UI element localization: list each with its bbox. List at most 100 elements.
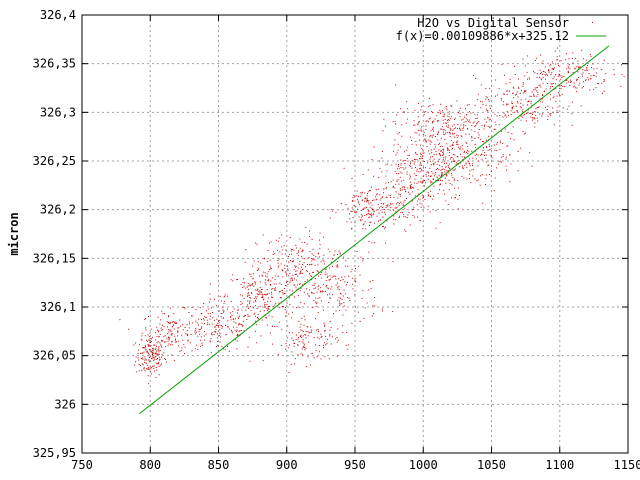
data-point xyxy=(368,210,369,212)
data-point xyxy=(305,347,307,349)
data-point xyxy=(544,90,546,92)
data-point xyxy=(556,59,558,61)
data-point xyxy=(488,135,490,137)
data-point xyxy=(306,270,308,272)
data-point xyxy=(430,182,432,184)
data-point xyxy=(364,214,366,216)
data-point xyxy=(556,47,558,49)
data-point xyxy=(407,146,409,148)
data-point xyxy=(493,190,495,192)
data-point xyxy=(293,284,295,286)
data-point xyxy=(351,178,353,179)
data-point xyxy=(435,210,437,212)
data-point xyxy=(151,367,153,369)
data-point xyxy=(601,69,603,70)
data-point xyxy=(431,152,433,154)
data-point xyxy=(520,119,522,121)
data-point xyxy=(491,157,493,159)
data-point xyxy=(545,78,546,80)
data-point xyxy=(256,296,258,298)
data-point xyxy=(439,154,441,156)
data-point xyxy=(457,128,459,130)
data-point xyxy=(340,279,342,281)
data-point xyxy=(316,301,318,303)
data-point xyxy=(536,117,538,119)
data-point xyxy=(199,307,201,309)
data-point xyxy=(317,288,319,290)
data-point xyxy=(330,278,331,280)
data-point xyxy=(571,101,573,103)
data-point xyxy=(582,75,583,77)
data-point xyxy=(178,340,180,342)
data-point xyxy=(319,248,321,250)
data-point xyxy=(399,201,401,203)
data-point xyxy=(411,167,413,169)
data-point xyxy=(550,63,552,65)
data-point xyxy=(445,156,447,158)
data-point xyxy=(456,137,458,138)
data-point xyxy=(527,109,529,111)
data-point xyxy=(386,220,388,222)
data-point xyxy=(370,202,372,204)
data-point xyxy=(172,321,174,323)
data-point xyxy=(320,358,322,360)
data-point xyxy=(432,121,433,123)
data-point xyxy=(189,323,190,325)
data-point xyxy=(376,194,378,196)
data-point xyxy=(371,159,373,160)
data-point xyxy=(351,322,353,324)
data-point xyxy=(534,72,536,74)
data-point xyxy=(407,154,409,156)
data-point xyxy=(427,194,429,196)
data-point xyxy=(489,87,491,89)
data-point xyxy=(154,358,156,360)
data-point xyxy=(321,291,323,293)
data-point xyxy=(141,339,143,341)
data-point xyxy=(450,118,452,120)
data-point xyxy=(174,339,176,341)
data-point xyxy=(369,216,371,218)
data-point xyxy=(416,132,418,134)
data-point xyxy=(284,309,286,311)
data-point xyxy=(362,224,364,226)
data-point xyxy=(266,293,268,295)
data-point xyxy=(289,272,291,274)
data-point xyxy=(487,117,488,119)
data-point xyxy=(585,59,587,61)
data-point xyxy=(275,239,277,241)
data-point xyxy=(284,293,286,295)
data-point xyxy=(578,76,579,78)
data-point xyxy=(494,149,496,151)
data-point xyxy=(345,309,347,311)
x-tick-label: 1100 xyxy=(545,458,574,472)
data-point xyxy=(324,324,326,326)
data-point xyxy=(160,319,162,321)
data-point xyxy=(289,281,291,283)
data-point xyxy=(227,326,229,328)
data-point xyxy=(385,164,387,166)
data-point xyxy=(408,155,410,156)
data-point xyxy=(370,213,372,215)
data-point xyxy=(143,351,145,353)
data-point xyxy=(390,194,392,196)
data-point xyxy=(154,356,156,358)
data-point xyxy=(474,114,476,116)
data-point xyxy=(456,100,458,102)
data-point xyxy=(366,302,368,304)
data-point xyxy=(587,65,589,66)
data-point xyxy=(279,307,281,309)
data-point xyxy=(237,279,238,281)
data-point xyxy=(237,334,239,336)
data-point xyxy=(243,278,245,280)
data-point xyxy=(424,167,426,169)
data-point xyxy=(409,187,411,189)
data-point xyxy=(447,166,449,168)
data-point xyxy=(440,175,442,177)
data-point xyxy=(256,289,258,291)
data-point xyxy=(472,165,473,167)
data-point xyxy=(152,356,154,358)
data-point xyxy=(457,180,459,181)
data-point xyxy=(158,331,160,333)
data-point xyxy=(300,287,302,289)
data-point xyxy=(272,297,274,298)
